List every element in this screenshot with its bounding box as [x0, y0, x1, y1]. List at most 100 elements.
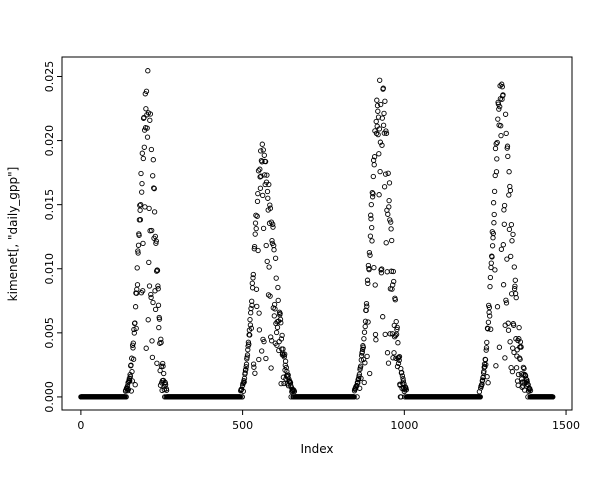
data-point [516, 324, 522, 331]
data-point [378, 267, 384, 273]
data-point [257, 185, 264, 191]
data-point [399, 373, 406, 379]
data-point [291, 388, 298, 395]
data-point [263, 355, 269, 362]
data-point [511, 286, 518, 292]
data-point [371, 264, 377, 271]
data-point [494, 304, 501, 310]
data-point [495, 101, 502, 107]
data-point [150, 299, 156, 306]
data-point [241, 379, 247, 385]
data-point [386, 180, 393, 186]
data-point [499, 81, 505, 87]
data-point [506, 169, 512, 175]
data-point [146, 259, 152, 266]
data-point [503, 300, 510, 306]
data-point [527, 387, 534, 394]
data-point [386, 197, 392, 204]
data-point [146, 205, 152, 212]
data-point [149, 227, 155, 234]
data-point [505, 153, 511, 160]
data-point [364, 303, 370, 309]
data-point [374, 97, 380, 103]
data-point [252, 231, 258, 237]
data-point [375, 108, 381, 114]
data-point [244, 354, 250, 360]
data-point [284, 368, 290, 375]
data-point [509, 238, 515, 244]
data-point [379, 115, 385, 121]
data-point [153, 240, 159, 246]
data-point [257, 166, 263, 172]
data-point [479, 377, 486, 383]
y-tick-label: 0.010 [43, 253, 56, 285]
y-tick-label: 0.020 [43, 125, 56, 157]
data-point [370, 173, 376, 180]
x-axis-title: Index [300, 442, 333, 456]
data-point [155, 283, 161, 289]
data-point [250, 275, 256, 281]
data-point [139, 180, 145, 187]
data-point [263, 242, 269, 249]
data-point [489, 243, 496, 249]
data-point [150, 157, 156, 163]
data-point [361, 379, 367, 386]
data-point [505, 327, 512, 333]
data-point [494, 156, 500, 162]
data-point [278, 336, 285, 342]
data-point [243, 364, 249, 370]
x-tick-label: 0 [77, 419, 84, 432]
data-point [240, 388, 246, 394]
data-point [380, 314, 386, 320]
data-point [255, 190, 261, 197]
data-point [394, 326, 400, 333]
data-point [392, 332, 399, 339]
data-point [496, 344, 503, 350]
data-point [156, 316, 163, 322]
data-point [354, 394, 360, 400]
data-point [273, 275, 279, 281]
data-point [279, 332, 285, 339]
data-point [493, 141, 499, 147]
data-point [399, 369, 405, 376]
data-point [268, 365, 274, 371]
data-point [266, 181, 272, 188]
data-point [372, 331, 379, 338]
data-point [128, 362, 134, 368]
data-point [264, 172, 270, 178]
data-point [515, 382, 521, 388]
data-point [246, 341, 252, 347]
data-point [133, 290, 140, 296]
data-point [491, 188, 498, 195]
data-point [500, 242, 506, 248]
data-point [248, 325, 254, 331]
data-point [273, 329, 280, 336]
data-point [125, 386, 132, 393]
data-point [282, 358, 289, 364]
data-point [498, 123, 504, 129]
data-point [163, 387, 170, 393]
data-point [366, 266, 372, 273]
data-point [362, 318, 369, 324]
data-point [506, 226, 513, 233]
y-tick-label: 0.015 [43, 189, 56, 221]
data-point [278, 380, 284, 387]
y-tick-label: 0.025 [43, 61, 56, 93]
data-point [133, 325, 139, 332]
x-tick-label: 1000 [390, 419, 418, 432]
data-point [256, 356, 262, 363]
data-point [248, 305, 254, 312]
data-point [145, 68, 151, 74]
data-point [280, 346, 286, 352]
data-point [360, 356, 367, 363]
data-point [377, 168, 383, 175]
data-point [271, 313, 277, 319]
data-point [255, 247, 261, 254]
data-point [134, 282, 141, 288]
data-point [149, 338, 155, 344]
data-point [359, 349, 365, 355]
data-point [396, 357, 402, 363]
data-point [358, 375, 364, 381]
data-point [477, 394, 483, 400]
data-point [366, 249, 373, 256]
